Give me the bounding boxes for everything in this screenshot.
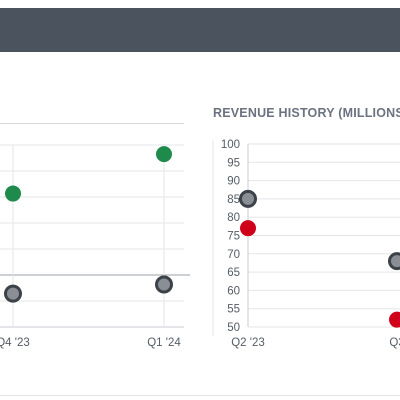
y-tick-label: 50 [227, 322, 240, 334]
y-tick-label: 55 [227, 304, 240, 316]
data-point [155, 275, 173, 294]
data-point [389, 311, 400, 328]
y-tick-label: 95 [227, 157, 240, 169]
x-tick-label: Q2 '23 [231, 337, 265, 349]
x-tick-label: Q3 [389, 337, 400, 349]
chart-title: REVENUE HISTORY (MILLIONS) [213, 106, 400, 120]
y-tick-label: 75 [227, 231, 240, 243]
y-tick-label: 100 [221, 139, 240, 151]
y-tick-label: 80 [227, 212, 240, 224]
left-panel-divider [0, 123, 184, 124]
left-scatter-chart: Q4 '23 Q1 '24 [0, 144, 190, 349]
data-point [4, 284, 22, 303]
x-tick-label: Q1 '24 [147, 337, 181, 349]
y-tick-label: 65 [227, 267, 240, 279]
data-point [388, 252, 400, 271]
data-point [239, 189, 257, 208]
y-tick-label: 60 [227, 285, 240, 297]
y-tick-label: 90 [227, 176, 240, 188]
bottom-divider [0, 395, 400, 396]
top-header-bar [0, 8, 400, 52]
y-tick-label: 85 [227, 194, 240, 206]
x-tick-label: Q4 '23 [0, 337, 30, 349]
data-point [240, 220, 256, 237]
y-tick-label: 70 [227, 249, 240, 261]
data-point [156, 146, 172, 163]
data-point [5, 185, 21, 202]
